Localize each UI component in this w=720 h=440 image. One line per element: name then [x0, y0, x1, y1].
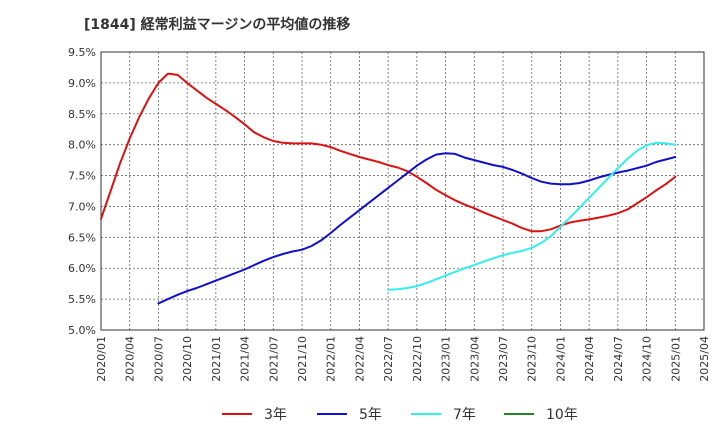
x-tick-label: 2022/01	[325, 336, 338, 382]
x-axis: 2020/01 2020/04 2020/07 2020/10 2021/01 2021/…	[95, 336, 711, 382]
x-tick-label: 2021/10	[296, 336, 309, 382]
series-line-1	[157, 152, 677, 305]
x-tick-label: 2021/04	[239, 336, 252, 382]
x-tick-label: 2020/01	[95, 336, 108, 382]
x-tick-label: 2023/01	[440, 336, 453, 382]
y-tick-label: 8.0%	[68, 139, 96, 152]
x-tick-label: 2020/10	[181, 336, 194, 382]
x-tick-label: 2024/10	[641, 336, 654, 382]
x-tick-label: 2023/04	[468, 336, 481, 382]
plot-frame	[100, 51, 705, 331]
y-tick-label: 9.5%	[68, 46, 96, 59]
x-tick-label: 2023/07	[497, 336, 510, 382]
x-tick-label: 2024/04	[583, 336, 596, 382]
legend: 3年 5年 7年 10年	[222, 407, 578, 423]
x-tick-label: 2024/07	[612, 336, 625, 382]
x-tick-label: 2022/10	[411, 336, 424, 382]
y-tick-label: 8.5%	[68, 108, 96, 121]
x-tick-label: 2020/04	[124, 336, 137, 382]
y-tick-label: 6.5%	[68, 231, 96, 244]
x-tick-label: 2025/01	[669, 336, 682, 382]
y-tick-label: 7.0%	[68, 200, 96, 213]
legend-label-3: 10年	[546, 407, 578, 423]
y-tick-label: 9.0%	[68, 77, 96, 90]
legend-label-0: 3年	[264, 407, 287, 423]
y-tick-label: 6.0%	[68, 262, 96, 275]
chart-title: [1844] 経常利益マージンの平均値の推移	[84, 16, 350, 33]
x-tick-label: 2021/01	[210, 336, 223, 382]
series-line-0	[100, 72, 677, 233]
legend-label-2: 7年	[453, 407, 476, 423]
x-tick-label: 2020/07	[152, 336, 165, 382]
x-tick-label: 2022/07	[382, 336, 395, 382]
x-tick-label: 2023/10	[526, 336, 539, 382]
legend-label-1: 5年	[359, 407, 382, 423]
series-line-2	[387, 141, 677, 291]
x-tick-label: 2025/04	[698, 336, 711, 382]
y-tick-label: 5.0%	[68, 324, 96, 337]
x-tick-label: 2024/01	[554, 336, 567, 382]
series-lines	[100, 72, 677, 305]
y-tick-label: 7.5%	[68, 170, 96, 183]
x-tick-label: 2022/04	[353, 336, 366, 382]
y-tick-label: 5.5%	[68, 293, 96, 306]
x-tick-label: 2021/07	[267, 336, 280, 382]
y-axis: 9.5% 9.0% 8.5% 8.0% 7.5% 7.0% 6.5% 6.0% 5.5% 5.0%	[68, 46, 96, 337]
